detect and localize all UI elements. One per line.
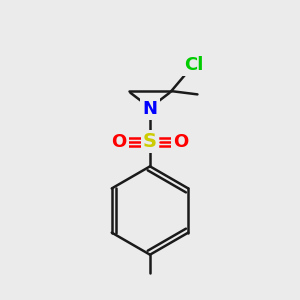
Text: O: O <box>173 133 189 151</box>
Text: Cl: Cl <box>184 56 204 74</box>
Text: N: N <box>142 100 158 118</box>
Text: O: O <box>111 133 127 151</box>
Text: S: S <box>143 132 157 151</box>
